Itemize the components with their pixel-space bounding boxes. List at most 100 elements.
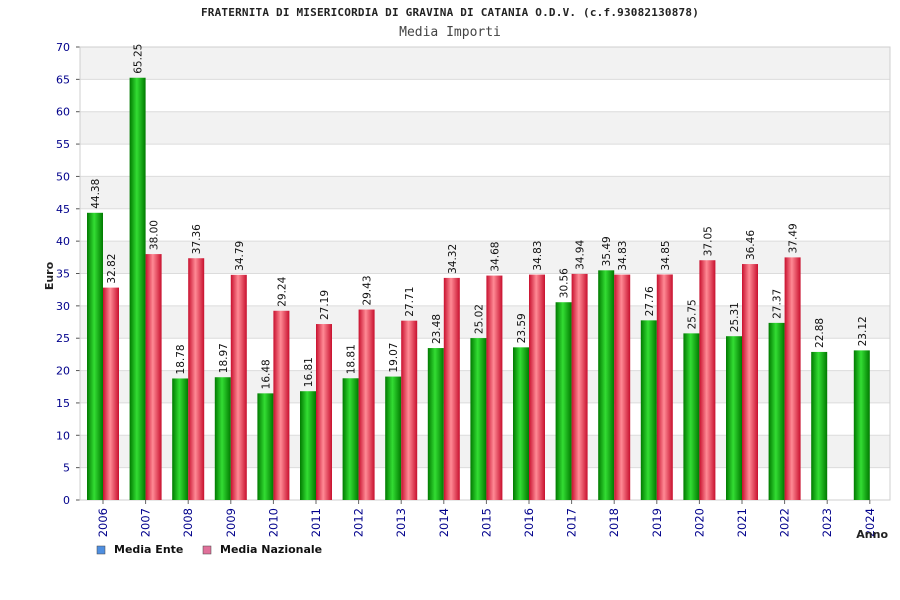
- grid-band: [80, 47, 890, 80]
- bar-media-ente: [853, 350, 870, 500]
- data-label: 34.94: [575, 240, 587, 270]
- grid-band: [80, 144, 890, 177]
- bar-media-nazionale: [656, 274, 673, 500]
- data-label: 34.68: [489, 242, 501, 272]
- data-label: 27.19: [319, 290, 331, 320]
- data-label: 32.82: [106, 254, 118, 284]
- bar-media-ente: [513, 347, 529, 500]
- data-label: 16.48: [260, 359, 272, 389]
- bar-media-nazionale: [571, 273, 588, 500]
- y-axis-label: Euro: [43, 261, 56, 290]
- x-tick-label: 2008: [181, 508, 195, 537]
- bar-media-nazionale: [443, 277, 460, 500]
- data-label: 25.31: [729, 302, 741, 332]
- x-tick-label: 2019: [650, 508, 664, 537]
- x-tick-label: 2024: [863, 508, 877, 537]
- bar-media-ente: [726, 336, 742, 500]
- data-label: 34.85: [660, 240, 672, 270]
- y-tick-label: 20: [56, 365, 70, 378]
- bar-media-nazionale: [188, 258, 205, 500]
- bar-media-nazionale: [273, 310, 290, 500]
- data-label: 35.49: [601, 236, 613, 266]
- bar-media-nazionale: [614, 274, 631, 500]
- y-tick-label: 5: [63, 462, 70, 475]
- x-tick-label: 2022: [778, 508, 792, 537]
- data-label: 27.71: [404, 287, 416, 317]
- bar-media-ente: [300, 391, 316, 500]
- data-label: 29.24: [276, 276, 288, 306]
- data-label: 27.76: [644, 286, 656, 316]
- data-label: 34.32: [447, 244, 459, 274]
- data-label: 34.79: [234, 241, 246, 271]
- x-tick-label: 2014: [437, 508, 451, 537]
- bar-media-ente: [598, 270, 615, 500]
- data-label: 18.97: [218, 343, 230, 373]
- y-tick-label: 30: [56, 300, 70, 313]
- x-tick-label: 2015: [479, 508, 493, 537]
- x-tick-label: 2023: [820, 508, 834, 537]
- x-tick-label: 2017: [565, 508, 579, 537]
- y-tick-label: 25: [56, 332, 70, 345]
- bar-media-ente: [129, 77, 146, 500]
- data-label: 34.83: [532, 241, 544, 271]
- data-label: 19.07: [388, 343, 400, 373]
- bar-media-ente: [555, 302, 572, 500]
- y-tick-label: 65: [56, 73, 70, 86]
- data-label: 25.75: [686, 299, 698, 329]
- y-tick-label: 55: [56, 138, 70, 151]
- legend-label: Media Nazionale: [220, 543, 322, 556]
- bar-media-nazionale: [358, 309, 375, 500]
- chart-subtitle: Media Importi: [399, 25, 501, 40]
- x-tick-label: 2021: [735, 508, 749, 537]
- y-tick-label: 40: [56, 235, 70, 248]
- data-label: 23.12: [857, 316, 869, 346]
- bar-media-ente: [427, 348, 444, 500]
- data-label: 30.56: [559, 268, 571, 298]
- bar-media-ente: [640, 320, 657, 500]
- data-label: 65.25: [133, 44, 145, 74]
- x-tick-label: 2013: [394, 508, 408, 537]
- data-label: 44.38: [90, 179, 102, 209]
- bar-media-nazionale: [103, 287, 119, 500]
- grid-band: [80, 208, 890, 242]
- x-tick-label: 2016: [522, 508, 536, 537]
- bar-media-nazionale: [401, 320, 418, 500]
- bar-media-ente: [257, 393, 274, 500]
- bar-media-ente: [768, 322, 785, 500]
- bar-media-ente: [683, 333, 700, 500]
- y-tick-label: 35: [56, 268, 70, 281]
- data-label: 37.05: [702, 226, 714, 256]
- y-tick-label: 10: [56, 429, 70, 442]
- x-tick-label: 2006: [96, 508, 110, 537]
- bar-media-nazionale: [699, 260, 716, 500]
- x-tick-label: 2018: [607, 508, 621, 537]
- y-tick-label: 60: [56, 106, 70, 119]
- x-tick-label: 2020: [692, 508, 706, 537]
- y-tick-label: 0: [63, 494, 70, 507]
- data-label: 22.88: [814, 318, 826, 348]
- y-tick-label: 15: [56, 397, 70, 410]
- y-tick-label: 70: [56, 41, 70, 54]
- x-tick-label: 2010: [266, 508, 280, 537]
- data-label: 18.81: [346, 344, 358, 374]
- grid-band: [80, 79, 890, 112]
- x-tick-label: 2007: [139, 508, 153, 537]
- grid-band: [80, 176, 890, 209]
- y-tick-label: 45: [56, 203, 70, 216]
- data-label: 25.02: [473, 304, 485, 334]
- bar-media-ente: [385, 376, 402, 500]
- data-label: 37.49: [788, 223, 800, 253]
- bar-media-ente: [214, 377, 231, 500]
- bar-media-nazionale: [145, 254, 162, 500]
- x-tick-label: 2011: [309, 508, 323, 537]
- chart-title: FRATERNITA DI MISERICORDIA DI GRAVINA DI…: [200, 6, 700, 19]
- x-tick-label: 2009: [224, 508, 238, 537]
- data-label: 16.81: [303, 357, 315, 387]
- bar-media-nazionale: [529, 274, 545, 500]
- bar-media-nazionale: [486, 275, 503, 500]
- bar-media-nazionale: [230, 274, 247, 500]
- x-axis-label: Anno: [856, 528, 888, 541]
- legend-label: Media Ente: [114, 543, 183, 556]
